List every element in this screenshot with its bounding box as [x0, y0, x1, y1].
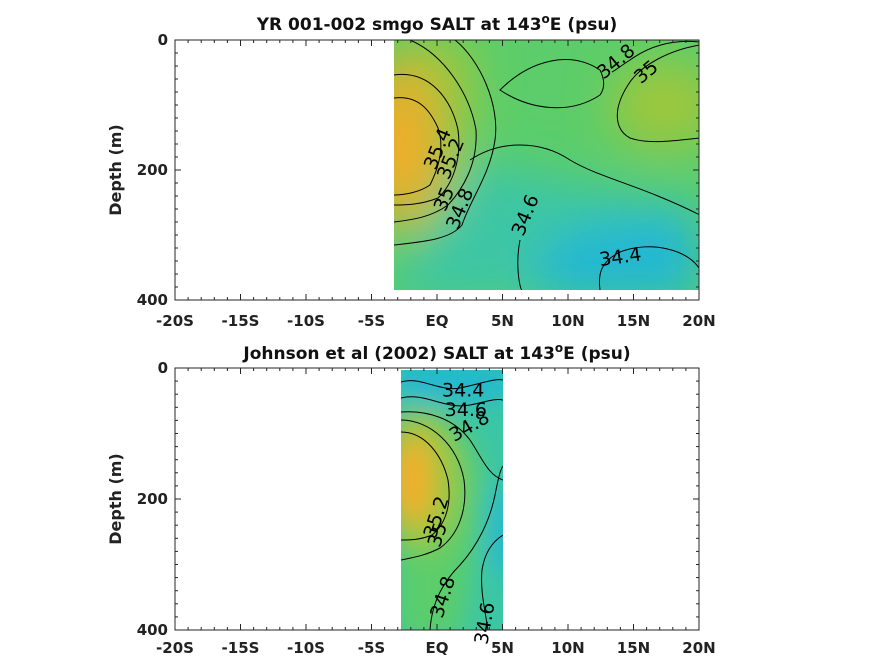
bottom-y-tick-label: 400	[137, 621, 168, 639]
top-contour-35	[394, 40, 477, 223]
top-x-tick-label: -10S	[287, 312, 325, 330]
bottom-contour-34-6-low	[481, 534, 503, 630]
top-panel: YR 001-002 smgo SALT at 143oE (psu)	[106, 12, 716, 330]
bottom-salinity-field	[401, 370, 503, 630]
bottom-surface-low	[401, 370, 503, 400]
top-salinity-field	[394, 40, 699, 290]
top-y-tick-label: 200	[137, 161, 168, 179]
top-x-tick-label: EQ	[426, 312, 449, 330]
top-x-tick-label: -15S	[222, 312, 260, 330]
bottom-x-tick-label: -10S	[287, 639, 325, 656]
bottom-panel: Johnson et al (2002) SALT at 143oE (psu)…	[106, 341, 716, 656]
bottom-contour-35	[401, 419, 466, 561]
top-y-axis-label: Depth (m)	[106, 124, 125, 216]
top-contour-35-4	[394, 97, 442, 196]
bottom-x-tick-label: 5N	[491, 639, 514, 656]
bottom-y-tick-label: 200	[137, 490, 168, 508]
bottom-x-tick-label: EQ	[426, 639, 449, 656]
bottom-core	[401, 435, 432, 525]
top-west-max	[394, 95, 418, 205]
top-x-tick-label: 5N	[491, 312, 514, 330]
top-ticks	[174, 39, 700, 301]
top-contour-34-8-west	[394, 40, 497, 246]
bottom-y-tick-labels: 0 200 400	[137, 359, 168, 639]
bottom-y-axis-label: Depth (m)	[106, 453, 125, 545]
bottom-contour-label: 34.6	[445, 399, 487, 421]
top-x-tick-label: 20N	[682, 312, 715, 330]
top-x-tick-label: 10N	[551, 312, 584, 330]
top-x-tick-label: -5S	[358, 312, 385, 330]
bottom-ticks	[174, 367, 700, 631]
top-contour-34-8-ne	[611, 40, 699, 73]
top-contour-35-ne	[616, 44, 699, 143]
top-ne-high	[610, 60, 699, 150]
bottom-y-tick-label: 0	[158, 359, 168, 377]
bottom-x-tick-label: 15N	[617, 639, 650, 656]
top-y-tick-label: 0	[158, 31, 168, 49]
bottom-x-tick-label: 20N	[682, 639, 715, 656]
bottom-panel-title: Johnson et al (2002) SALT at 143oE (psu)	[242, 341, 630, 364]
bottom-east-low	[490, 490, 503, 570]
top-lowest-core	[540, 218, 699, 290]
bottom-contour-34-4	[401, 379, 503, 390]
top-contour-34-4	[598, 246, 699, 290]
bottom-x-tick-label: -20S	[156, 639, 194, 656]
top-y-tick-label: 400	[137, 291, 168, 309]
top-contour-34-6	[469, 144, 699, 290]
bottom-contour-label: 34.4	[442, 379, 484, 401]
top-contour-35-2	[394, 73, 460, 206]
bottom-contour-34-8-top	[401, 411, 503, 481]
bottom-x-tick-labels: -20S -15S -10S -5S EQ 5N 10N 15N 20N	[156, 639, 716, 656]
bottom-contour-35-2	[401, 431, 450, 541]
bottom-contour-34-6	[401, 396, 503, 407]
top-y-tick-labels: 0 200 400	[137, 31, 168, 309]
top-x-tick-labels: -20S -15S -10S -5S EQ 5N 10N 15N 20N	[156, 312, 716, 330]
bottom-x-tick-label: -5S	[358, 639, 385, 656]
top-contour-34-8-east	[499, 59, 605, 109]
top-x-tick-label: -20S	[156, 312, 194, 330]
bottom-x-tick-label: -15S	[222, 639, 260, 656]
bottom-x-tick-label: 10N	[551, 639, 584, 656]
bottom-contour-34-8	[429, 465, 503, 630]
top-panel-title: YR 001-002 smgo SALT at 143oE (psu)	[256, 12, 618, 35]
top-x-tick-label: 15N	[617, 312, 650, 330]
